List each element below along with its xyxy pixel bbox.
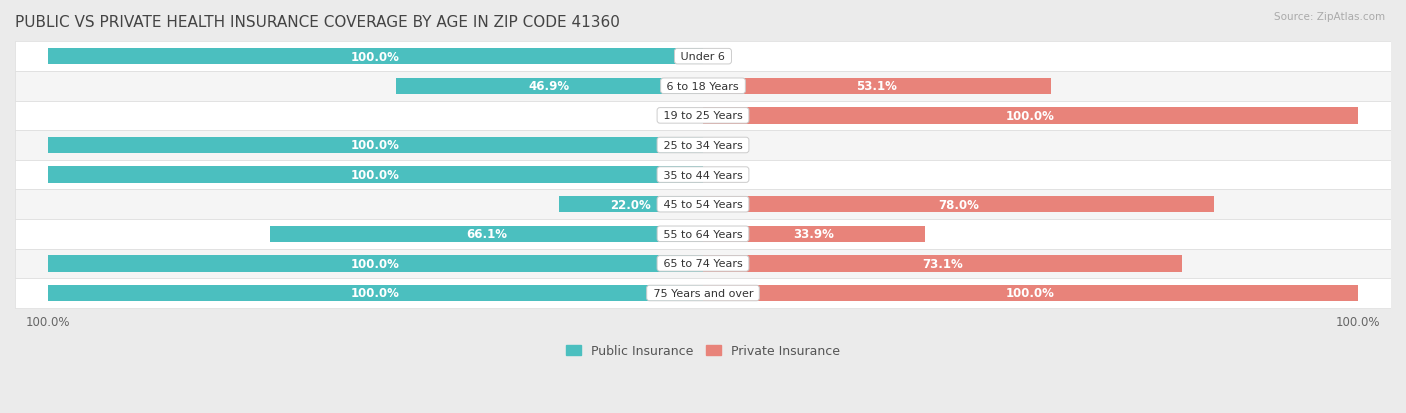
- Text: 100.0%: 100.0%: [352, 50, 399, 64]
- Bar: [15, 101, 1391, 131]
- Bar: [15, 42, 1391, 72]
- Text: 33.9%: 33.9%: [793, 228, 835, 241]
- Bar: [15, 160, 1391, 190]
- Bar: [48, 285, 703, 301]
- Text: 19 to 25 Years: 19 to 25 Years: [659, 111, 747, 121]
- Text: 100.0%: 100.0%: [352, 139, 399, 152]
- Bar: [48, 49, 703, 65]
- Text: 100.0%: 100.0%: [352, 287, 399, 300]
- Bar: [15, 278, 1391, 308]
- Text: Source: ZipAtlas.com: Source: ZipAtlas.com: [1274, 12, 1385, 22]
- Text: 65 to 74 Years: 65 to 74 Years: [659, 259, 747, 269]
- Text: 22.0%: 22.0%: [610, 198, 651, 211]
- Text: Under 6: Under 6: [678, 52, 728, 62]
- Text: 100.0%: 100.0%: [1007, 287, 1054, 300]
- Text: 100.0%: 100.0%: [1007, 109, 1054, 123]
- Text: 66.1%: 66.1%: [465, 228, 508, 241]
- Text: 6 to 18 Years: 6 to 18 Years: [664, 82, 742, 92]
- Bar: [15, 72, 1391, 101]
- Bar: [15, 249, 1391, 278]
- Bar: [15, 219, 1391, 249]
- Bar: [703, 78, 1050, 95]
- Bar: [703, 226, 925, 242]
- Bar: [703, 256, 1182, 272]
- Text: 78.0%: 78.0%: [938, 198, 979, 211]
- Text: 25 to 34 Years: 25 to 34 Years: [659, 141, 747, 151]
- Text: 55 to 64 Years: 55 to 64 Years: [659, 229, 747, 239]
- Bar: [15, 131, 1391, 160]
- Text: 53.1%: 53.1%: [856, 80, 897, 93]
- Bar: [270, 226, 703, 242]
- Text: 100.0%: 100.0%: [352, 257, 399, 270]
- Text: PUBLIC VS PRIVATE HEALTH INSURANCE COVERAGE BY AGE IN ZIP CODE 41360: PUBLIC VS PRIVATE HEALTH INSURANCE COVER…: [15, 15, 620, 30]
- Legend: Public Insurance, Private Insurance: Public Insurance, Private Insurance: [561, 339, 845, 363]
- Text: 100.0%: 100.0%: [352, 169, 399, 182]
- Bar: [703, 197, 1215, 213]
- Text: 46.9%: 46.9%: [529, 80, 569, 93]
- Text: 45 to 54 Years: 45 to 54 Years: [659, 200, 747, 210]
- Bar: [48, 138, 703, 154]
- Bar: [48, 167, 703, 183]
- Bar: [703, 108, 1358, 124]
- Text: 75 Years and over: 75 Years and over: [650, 288, 756, 298]
- Bar: [703, 285, 1358, 301]
- Bar: [48, 256, 703, 272]
- Bar: [558, 197, 703, 213]
- Text: 35 to 44 Years: 35 to 44 Years: [659, 170, 747, 180]
- Bar: [15, 190, 1391, 219]
- Text: 73.1%: 73.1%: [922, 257, 963, 270]
- Bar: [395, 78, 703, 95]
